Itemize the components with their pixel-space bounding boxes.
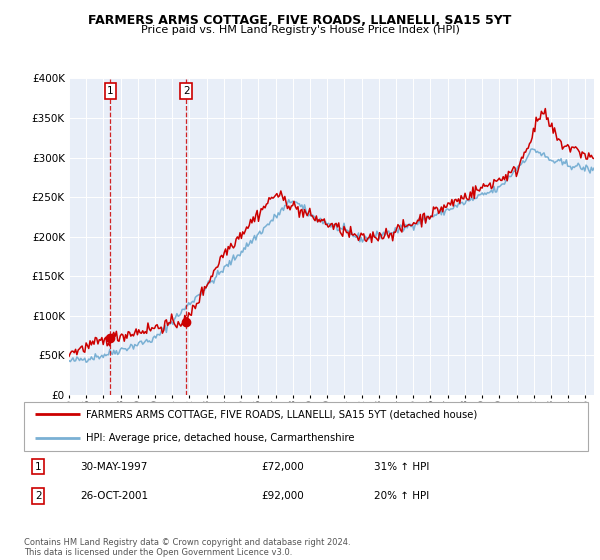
Text: FARMERS ARMS COTTAGE, FIVE ROADS, LLANELLI, SA15 5YT: FARMERS ARMS COTTAGE, FIVE ROADS, LLANEL… [88, 14, 512, 27]
Text: £92,000: £92,000 [261, 491, 304, 501]
Text: 1: 1 [35, 461, 41, 472]
Text: 20% ↑ HPI: 20% ↑ HPI [374, 491, 429, 501]
Text: 2: 2 [183, 86, 190, 96]
Text: HPI: Average price, detached house, Carmarthenshire: HPI: Average price, detached house, Carm… [86, 433, 355, 443]
Text: £72,000: £72,000 [261, 461, 304, 472]
Text: 30-MAY-1997: 30-MAY-1997 [80, 461, 148, 472]
Text: 2: 2 [35, 491, 41, 501]
Text: 31% ↑ HPI: 31% ↑ HPI [374, 461, 429, 472]
FancyBboxPatch shape [24, 402, 588, 451]
Text: Contains HM Land Registry data © Crown copyright and database right 2024.
This d: Contains HM Land Registry data © Crown c… [24, 538, 350, 557]
Text: 1: 1 [107, 86, 114, 96]
Text: Price paid vs. HM Land Registry's House Price Index (HPI): Price paid vs. HM Land Registry's House … [140, 25, 460, 35]
Text: FARMERS ARMS COTTAGE, FIVE ROADS, LLANELLI, SA15 5YT (detached house): FARMERS ARMS COTTAGE, FIVE ROADS, LLANEL… [86, 409, 477, 419]
Text: 26-OCT-2001: 26-OCT-2001 [80, 491, 149, 501]
